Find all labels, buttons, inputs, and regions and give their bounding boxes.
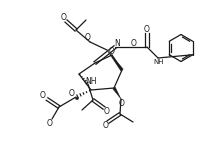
Text: O: O bbox=[40, 92, 46, 100]
Text: O: O bbox=[130, 38, 136, 47]
Text: O: O bbox=[143, 24, 149, 33]
Text: O: O bbox=[103, 121, 108, 131]
Text: O: O bbox=[61, 12, 67, 21]
Polygon shape bbox=[112, 87, 121, 99]
Polygon shape bbox=[107, 50, 123, 71]
Text: NH: NH bbox=[85, 76, 96, 85]
Text: O: O bbox=[85, 33, 90, 43]
Text: O: O bbox=[47, 119, 53, 128]
Text: O: O bbox=[69, 90, 75, 98]
Text: N: N bbox=[114, 38, 119, 47]
Text: O: O bbox=[118, 98, 124, 107]
Text: NH: NH bbox=[153, 59, 163, 65]
Text: O: O bbox=[109, 47, 114, 55]
Text: O: O bbox=[104, 107, 109, 116]
